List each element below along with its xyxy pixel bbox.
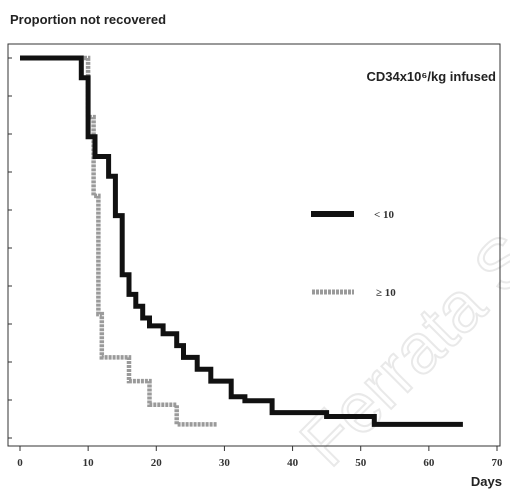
series-layer [20, 55, 463, 427]
x-tick-label: 40 [287, 457, 299, 469]
watermark: Ferrata S [285, 219, 510, 480]
y-axis-title: Proportion not recovered [10, 12, 167, 27]
y-axis-ticks [8, 57, 12, 439]
series-line-ge10 [20, 55, 218, 427]
legend-label-ge10: ≥ 10 [376, 287, 396, 299]
x-axis-title: Days [470, 474, 502, 489]
legend-label-lt10: < 10 [374, 209, 395, 221]
x-tick-label: 70 [492, 457, 504, 469]
plot-frame [7, 43, 501, 447]
x-tick-label: 20 [151, 457, 163, 469]
legend-item-lt10: < 10 [311, 209, 395, 221]
x-tick-label: 50 [355, 457, 367, 469]
legend-item-ge10: ≥ 10 [312, 287, 396, 299]
legend-title: CD34x10⁶/kg infused [366, 69, 496, 84]
series-line-lt10 [20, 55, 463, 427]
x-tick-label: 60 [423, 457, 435, 469]
x-axis-ticks: 0 10 20 30 40 50 60 70 [17, 446, 503, 469]
x-tick-label: 30 [219, 457, 231, 469]
x-tick-label: 10 [83, 457, 95, 469]
x-tick-label: 0 [17, 457, 23, 469]
